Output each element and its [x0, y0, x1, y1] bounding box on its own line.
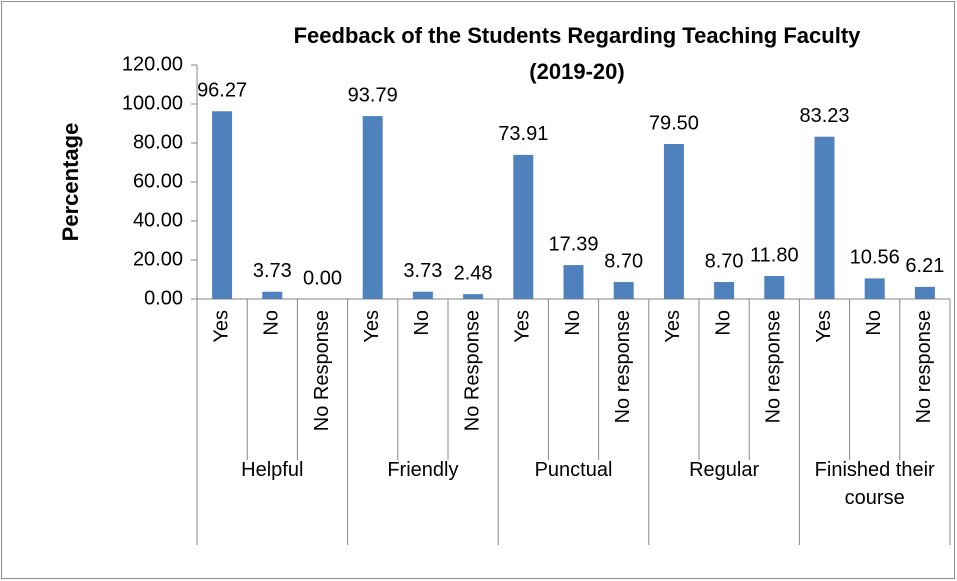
data-label: 3.73 [403, 260, 442, 282]
bar [613, 282, 634, 299]
data-label: 83.23 [799, 105, 849, 127]
data-label: 73.91 [498, 123, 548, 145]
bar [463, 294, 484, 299]
x-tick-label: No response [612, 310, 634, 423]
bar [262, 291, 283, 299]
data-label: 0.00 [303, 267, 342, 289]
group-label: Finished their course [814, 459, 935, 509]
x-tick-label: Yes [361, 310, 383, 343]
group-label: Friendly [387, 459, 459, 481]
x-tick-label: No [562, 310, 584, 336]
data-label: 3.73 [253, 260, 292, 282]
bar [663, 143, 684, 299]
bar [563, 265, 584, 299]
data-label: 2.48 [454, 262, 493, 284]
bar [412, 291, 433, 299]
chart-title: Feedback of the Students Regarding Teach… [294, 23, 862, 48]
x-tick-label: No [863, 310, 885, 336]
x-tick-label: Yes [813, 310, 835, 343]
y-tick-label: 20.00 [133, 248, 183, 270]
x-tick-label: No [411, 310, 433, 336]
x-tick-label: No [712, 310, 734, 336]
group-label: Regular [689, 459, 760, 481]
data-label: 17.39 [548, 233, 598, 255]
x-tick-label: No Response [461, 310, 483, 431]
chart-subtitle: (2019-20) [529, 59, 624, 84]
y-tick-label: 40.00 [133, 209, 183, 231]
bar [362, 116, 383, 299]
y-tick-label: 100.00 [122, 92, 183, 114]
bar [513, 154, 534, 299]
bar [764, 275, 785, 299]
x-tick-label: No response [913, 310, 935, 423]
y-tick-label: 120.00 [122, 53, 183, 75]
x-tick-label: No [261, 310, 283, 336]
y-tick-label: 80.00 [133, 131, 183, 153]
group-label: Helpful [241, 459, 304, 481]
x-tick-label: Yes [662, 310, 684, 343]
group-label: Punctual [534, 459, 613, 481]
x-tick-label: Yes [512, 310, 534, 343]
data-label: 96.27 [197, 80, 247, 102]
bar [814, 136, 835, 299]
x-tick-label: No Response [311, 310, 333, 431]
x-tick-label: Yes [210, 310, 232, 343]
x-tick-label: No response [763, 310, 785, 423]
data-label: 11.80 [750, 244, 799, 266]
bar [212, 111, 233, 299]
bar [914, 286, 935, 299]
y-axis-label: Percentage [58, 123, 83, 242]
data-label: 8.70 [705, 250, 744, 272]
data-label: 79.50 [649, 112, 699, 134]
data-label: 6.21 [905, 255, 944, 277]
data-label: 10.56 [850, 247, 900, 269]
bar [714, 282, 735, 299]
y-tick-label: 0.00 [144, 287, 183, 309]
y-tick-label: 60.00 [133, 170, 183, 192]
data-label: 93.79 [348, 84, 398, 106]
bar [864, 278, 885, 299]
data-label: 8.70 [604, 250, 643, 272]
